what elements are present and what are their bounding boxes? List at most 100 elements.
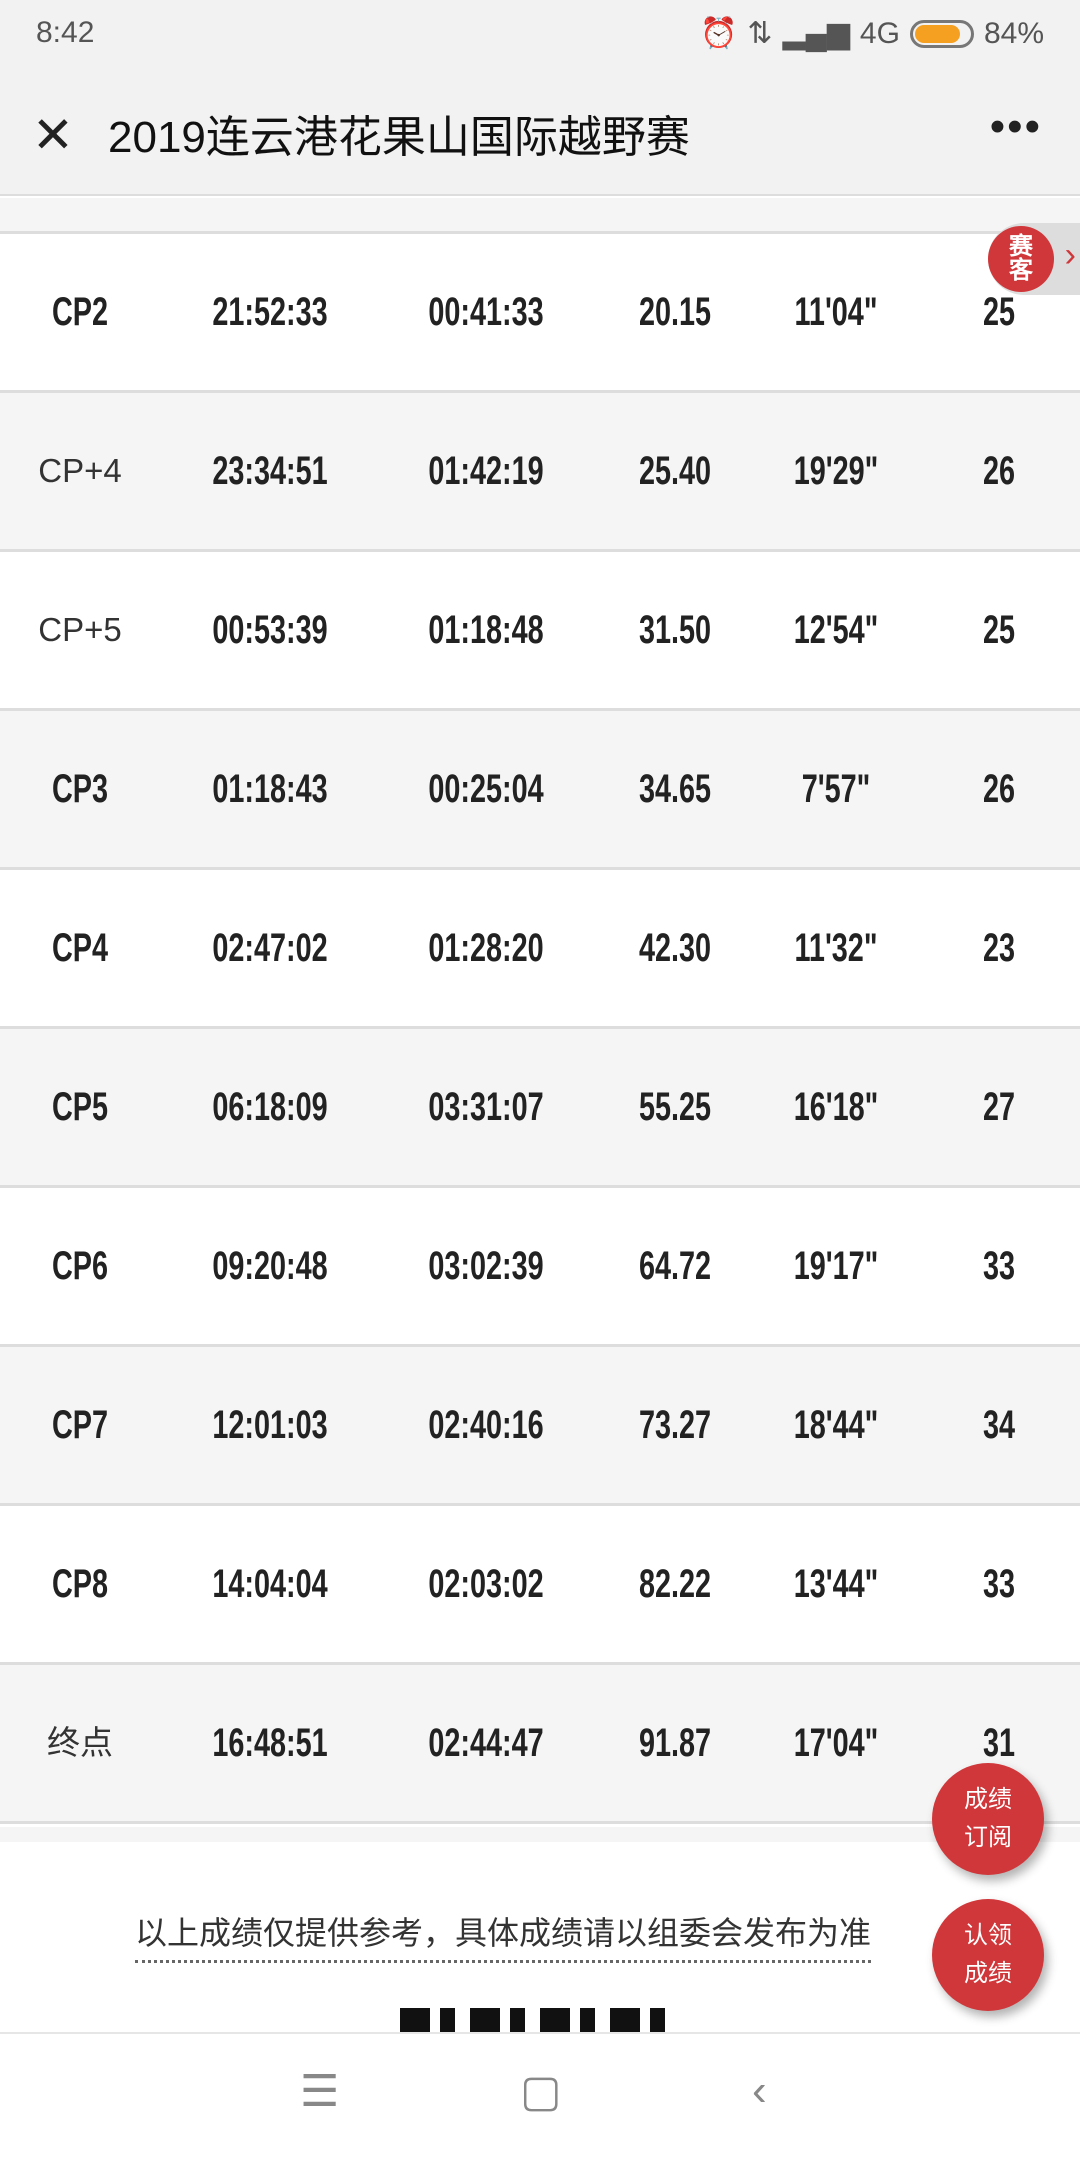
table-cell: 00:53:39 xyxy=(212,608,328,652)
table-cell: CP3 xyxy=(51,767,109,811)
signal-icon: ▂▄▆ xyxy=(782,17,850,50)
battery-percent: 84% xyxy=(983,16,1044,50)
subscribe-results-button[interactable]: 成绩 订阅 xyxy=(932,1763,1044,1875)
saike-label: 赛客 xyxy=(1009,233,1033,284)
close-icon[interactable]: ✕ xyxy=(32,107,74,163)
header: ✕ 2019连云港花果山国际越野赛 ••• xyxy=(0,80,1080,196)
table-cell: CP+4 xyxy=(38,452,122,489)
table-cell: 33 xyxy=(982,1562,1016,1606)
table-cell: 06:18:09 xyxy=(212,1085,328,1129)
table-cell: CP7 xyxy=(51,1403,109,1447)
table-row: 终点 16:48:51 02:44:47 91.87 17'04" 31 xyxy=(0,1665,1080,1824)
table-row: CP5 06:18:09 03:31:07 55.25 16'18" 27 xyxy=(0,1029,1080,1188)
battery-icon xyxy=(909,19,974,48)
claim-results-button[interactable]: 认领 成绩 xyxy=(932,1899,1044,2011)
saike-badge[interactable]: 赛客 xyxy=(988,226,1054,292)
table-cell: CP5 xyxy=(51,1085,109,1129)
table-cell: 19'17" xyxy=(793,1244,879,1288)
back-icon[interactable]: ‹ xyxy=(752,2066,767,2115)
table-cell: 00:25:04 xyxy=(428,767,544,811)
table-cell: CP4 xyxy=(51,926,109,970)
table-cell: 13'44" xyxy=(793,1562,879,1606)
table-cell: 42.30 xyxy=(638,926,712,970)
table-cell: 02:40:16 xyxy=(428,1403,544,1447)
table-row: CP7 12:01:03 02:40:16 73.27 18'44" 34 xyxy=(0,1347,1080,1506)
table-cell: 14:04:04 xyxy=(212,1562,328,1606)
table-cell: CP+5 xyxy=(38,611,122,648)
table-cell: 17'04" xyxy=(793,1721,879,1765)
data-transfer-icon: ⇅ xyxy=(747,17,773,50)
table-cell: 09:20:48 xyxy=(212,1244,328,1288)
table-cell: 91.87 xyxy=(638,1721,712,1765)
table-cell: 00:41:33 xyxy=(428,290,544,334)
table-cell: 16:48:51 xyxy=(212,1721,328,1765)
fab-label: 订阅 xyxy=(964,1824,1012,1851)
table-cell: 16'18" xyxy=(793,1085,879,1129)
table-cell: 03:02:39 xyxy=(428,1244,544,1288)
navigation-bar: ☰ ▢ ‹ xyxy=(0,2032,1080,2160)
page-title: 2019连云港花果山国际越野赛 xyxy=(108,113,690,162)
qr-code xyxy=(400,2008,680,2032)
table-cell: 01:28:20 xyxy=(428,926,544,970)
table-cell: 23 xyxy=(982,926,1016,970)
results-table: CP2 21:52:33 00:41:33 20.15 11'04" 25 CP+4 23:3… xyxy=(0,234,1080,1824)
table-cell: 34.65 xyxy=(638,767,712,811)
table-top-strip xyxy=(0,198,1080,234)
table-cell: 31 xyxy=(982,1721,1016,1765)
table-cell: 21:52:33 xyxy=(212,290,328,334)
fab-label: 成绩 xyxy=(964,1786,1012,1813)
table-cell: 55.25 xyxy=(638,1085,712,1129)
network-type: 4G xyxy=(859,16,900,50)
status-time: 8:42 xyxy=(36,16,95,49)
table-row: CP3 01:18:43 00:25:04 34.65 7'57" 26 xyxy=(0,711,1080,870)
table-cell: 终点 xyxy=(47,1724,113,1761)
more-icon[interactable]: ••• xyxy=(989,102,1042,151)
table-cell: 01:18:43 xyxy=(212,767,328,811)
table-cell: 01:18:48 xyxy=(428,608,544,652)
table-cell: 25.40 xyxy=(638,449,712,493)
table-cell: 02:03:02 xyxy=(428,1562,544,1606)
table-cell: 02:44:47 xyxy=(428,1721,544,1765)
table-cell: 12'54" xyxy=(793,608,879,652)
table-cell: 7'57" xyxy=(801,767,871,811)
home-icon[interactable]: ▢ xyxy=(520,2067,562,2116)
table-cell: 03:31:07 xyxy=(428,1085,544,1129)
table-bottom-gap xyxy=(0,1827,1080,1842)
table-cell: 31.50 xyxy=(638,608,712,652)
table-cell: 12:01:03 xyxy=(212,1403,328,1447)
table-cell: 01:42:19 xyxy=(428,449,544,493)
fab-label: 成绩 xyxy=(964,1960,1012,1987)
alarm-icon: ⏰ xyxy=(700,17,738,50)
table-row: CP4 02:47:02 01:28:20 42.30 11'32" 23 xyxy=(0,870,1080,1029)
table-cell: 25 xyxy=(982,608,1016,652)
table-row: CP+4 23:34:51 01:42:19 25.40 19'29" 26 xyxy=(0,393,1080,552)
fab-label: 认领 xyxy=(964,1922,1012,1949)
table-cell: CP2 xyxy=(51,290,109,334)
table-row: CP8 14:04:04 02:03:02 82.22 13'44" 33 xyxy=(0,1506,1080,1665)
table-cell: 26 xyxy=(982,767,1016,811)
menu-icon[interactable]: ☰ xyxy=(300,2067,340,2116)
table-cell: 25 xyxy=(982,290,1016,334)
table-cell: 11'32" xyxy=(794,926,878,970)
table-cell: CP6 xyxy=(51,1244,109,1288)
table-cell: CP8 xyxy=(51,1562,109,1606)
table-cell: 64.72 xyxy=(638,1244,712,1288)
table-cell: 18'44" xyxy=(793,1403,879,1447)
table-cell: 11'04" xyxy=(794,290,878,334)
table-cell: 02:47:02 xyxy=(212,926,328,970)
table-cell: 27 xyxy=(982,1085,1016,1129)
table-cell: 33 xyxy=(982,1244,1016,1288)
table-cell: 34 xyxy=(982,1403,1016,1447)
status-bar: 8:42 ⏰ ⇅ ▂▄▆ 4G 84% xyxy=(0,0,1080,80)
table-cell: 73.27 xyxy=(638,1403,712,1447)
table-row: CP+5 00:53:39 01:18:48 31.50 12'54" 25 xyxy=(0,552,1080,711)
table-cell: 23:34:51 xyxy=(212,449,328,493)
table-cell: 26 xyxy=(982,449,1016,493)
disclaimer-text: 以上成绩仅提供参考，具体成绩请以组委会发布为准 xyxy=(135,1908,872,1963)
table-row: CP6 09:20:48 03:02:39 64.72 19'17" 33 xyxy=(0,1188,1080,1347)
table-cell: 19'29" xyxy=(793,449,879,493)
chevron-right-icon[interactable]: › xyxy=(1064,236,1076,274)
table-cell: 20.15 xyxy=(638,290,712,334)
table-cell: 82.22 xyxy=(638,1562,712,1606)
table-row: CP2 21:52:33 00:41:33 20.15 11'04" 25 xyxy=(0,234,1080,393)
